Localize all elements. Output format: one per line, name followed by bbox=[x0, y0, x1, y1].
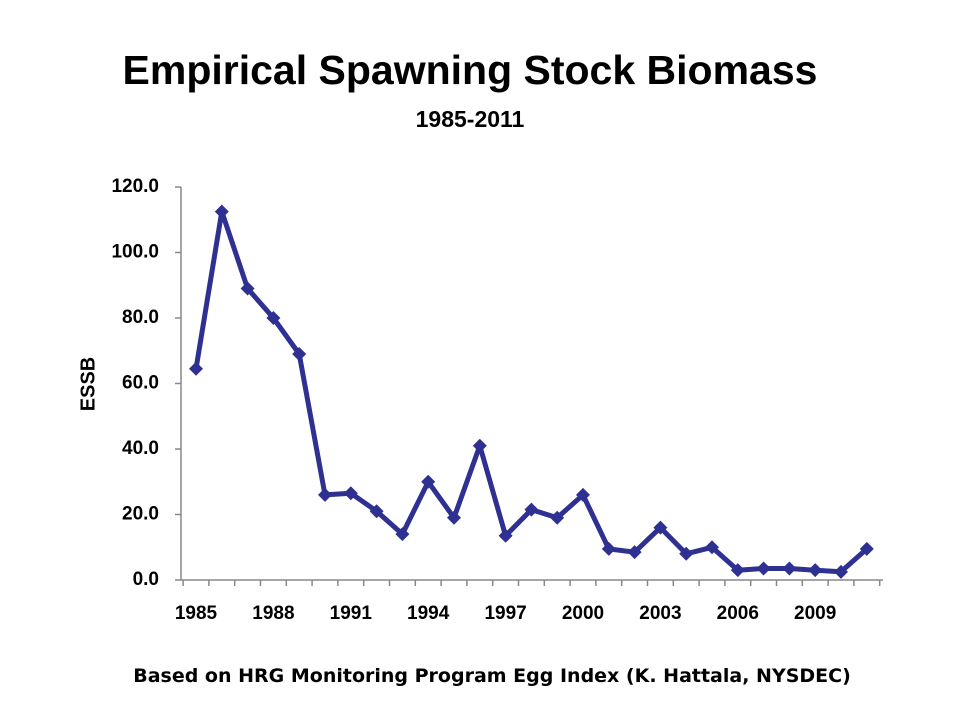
x-tick-label: 2003 bbox=[639, 603, 681, 624]
data-point-marker bbox=[834, 564, 848, 579]
x-tick-label: 2000 bbox=[562, 603, 604, 624]
data-point-marker bbox=[705, 540, 719, 555]
y-tick-label: 120.0 bbox=[111, 176, 159, 197]
chart-subtitle: 1985-2011 bbox=[415, 106, 525, 132]
y-tick-label: 40.0 bbox=[122, 438, 159, 459]
source-footnote: Based on HRG Monitoring Program Egg Inde… bbox=[133, 665, 851, 687]
chart-axes bbox=[180, 187, 883, 581]
data-point-marker bbox=[653, 520, 668, 535]
y-tick-label: 0.0 bbox=[133, 569, 159, 590]
data-point-marker bbox=[576, 487, 590, 502]
chart-title: Empirical Spawning Stock Biomass bbox=[122, 47, 818, 93]
data-point-marker bbox=[730, 563, 745, 578]
x-tick-label: 1985 bbox=[175, 603, 218, 624]
data-point-marker bbox=[859, 541, 874, 556]
series-essb bbox=[189, 204, 874, 579]
y-axis-ticks: 0.0 20.0 40.0 60.0 80.0 100.0 120.0 bbox=[111, 176, 181, 590]
data-point-marker bbox=[318, 487, 332, 502]
data-point-marker bbox=[447, 510, 461, 525]
data-point-marker bbox=[266, 311, 281, 325]
data-point-marker bbox=[550, 510, 565, 525]
y-tick-label: 20.0 bbox=[122, 504, 159, 525]
data-point-marker bbox=[214, 204, 229, 219]
x-tick-label: 2006 bbox=[717, 603, 759, 624]
data-point-marker bbox=[421, 474, 436, 489]
x-tick-label: 1991 bbox=[330, 603, 373, 624]
x-tick-label: 1997 bbox=[484, 603, 526, 624]
y-tick-label: 80.0 bbox=[122, 307, 159, 328]
data-point-marker bbox=[524, 502, 539, 517]
data-point-marker bbox=[679, 546, 694, 561]
x-tick-label: 1994 bbox=[407, 603, 450, 624]
series-line bbox=[193, 209, 870, 575]
data-point-marker bbox=[808, 563, 823, 578]
data-point-marker bbox=[756, 561, 771, 576]
data-point-marker bbox=[395, 527, 410, 542]
data-point-marker bbox=[240, 281, 255, 296]
y-tick-label: 60.0 bbox=[122, 373, 159, 394]
data-point-marker bbox=[343, 486, 358, 501]
y-tick-label: 100.0 bbox=[111, 242, 159, 263]
data-point-marker bbox=[189, 361, 203, 376]
x-axis-ticks: 1985 1988 1991 1994 1997 2000 2003 2006 2009 bbox=[175, 580, 881, 624]
y-axis-title: ESSB bbox=[77, 357, 99, 411]
data-point-marker bbox=[498, 528, 513, 543]
x-tick-label: 2009 bbox=[794, 603, 836, 624]
x-tick-label: 1988 bbox=[252, 603, 294, 624]
data-point-marker bbox=[782, 561, 797, 576]
data-point-marker bbox=[369, 504, 384, 519]
data-point-marker bbox=[472, 438, 487, 453]
data-point-marker bbox=[627, 545, 642, 560]
data-point-marker bbox=[292, 347, 307, 362]
data-point-marker bbox=[601, 541, 616, 556]
